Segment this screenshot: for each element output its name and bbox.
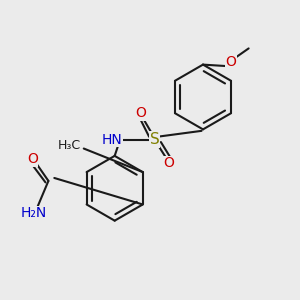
Text: S: S xyxy=(149,132,159,147)
Text: O: O xyxy=(164,156,175,170)
Text: O: O xyxy=(226,55,236,69)
Text: O: O xyxy=(136,106,147,120)
Text: H₂N: H₂N xyxy=(21,206,47,220)
Text: O: O xyxy=(27,152,38,166)
Text: HN: HN xyxy=(101,133,122,147)
Text: H₃C: H₃C xyxy=(58,139,81,152)
